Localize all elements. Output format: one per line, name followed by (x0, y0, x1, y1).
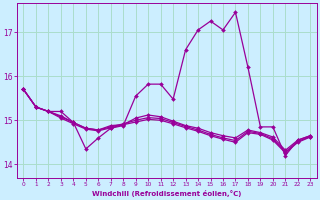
X-axis label: Windchill (Refroidissement éolien,°C): Windchill (Refroidissement éolien,°C) (92, 190, 242, 197)
